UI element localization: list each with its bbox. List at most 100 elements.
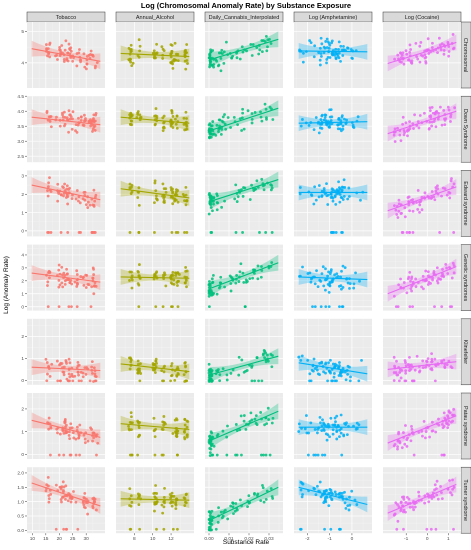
data-point (410, 425, 413, 428)
data-point (346, 281, 350, 285)
data-point (257, 379, 260, 383)
data-point (60, 485, 64, 489)
data-point (306, 453, 310, 457)
data-point (171, 66, 175, 70)
panel-background (294, 318, 372, 385)
data-point (344, 423, 348, 426)
data-point (245, 49, 248, 53)
data-point (215, 292, 219, 296)
data-point (235, 429, 239, 432)
data-point (69, 422, 73, 426)
data-point (47, 115, 51, 119)
data-point (396, 445, 399, 449)
data-point (58, 283, 62, 287)
data-point (219, 69, 223, 73)
data-point (129, 421, 133, 424)
data-point (169, 122, 173, 126)
data-point (397, 505, 401, 509)
data-point (433, 112, 437, 115)
data-point (66, 51, 70, 55)
data-point (62, 194, 65, 198)
column-strip-label: Annual_Alcohol (136, 15, 174, 21)
data-point (249, 43, 253, 46)
data-point (450, 177, 453, 180)
trend-line (298, 50, 368, 53)
data-point (207, 294, 211, 298)
data-point (82, 283, 86, 287)
facet-panel (27, 467, 105, 534)
data-point (244, 427, 248, 431)
data-point (54, 483, 58, 487)
data-point (45, 43, 48, 46)
data-point (153, 496, 157, 500)
x-tick-label: -1 (328, 536, 333, 542)
data-point (185, 269, 189, 273)
data-point (414, 277, 418, 281)
data-point (209, 203, 213, 207)
trend-line (209, 179, 279, 203)
data-point (329, 270, 333, 273)
data-point (338, 200, 342, 204)
data-point (402, 431, 405, 434)
data-point (448, 479, 451, 482)
data-point (170, 111, 174, 115)
data-point (433, 305, 436, 309)
data-point (331, 53, 334, 57)
data-point (403, 359, 407, 362)
data-point (342, 44, 345, 48)
data-point (221, 115, 225, 119)
data-point (215, 192, 219, 196)
data-point (68, 437, 72, 441)
panel-background (383, 318, 461, 385)
trend-line (209, 38, 279, 61)
data-point (403, 206, 407, 210)
data-point (207, 289, 211, 293)
data-point (428, 120, 432, 124)
data-point (136, 453, 140, 457)
data-point (436, 497, 440, 501)
data-point (446, 426, 450, 430)
data-point (405, 231, 409, 234)
data-point (298, 186, 302, 189)
data-point (270, 231, 274, 234)
data-point (430, 46, 434, 49)
data-point (90, 231, 94, 234)
data-point (408, 270, 412, 274)
data-point (93, 231, 97, 234)
y-tick-label: 2.0 (17, 471, 24, 477)
x-tick-label: -2 (305, 536, 310, 542)
data-point (95, 61, 99, 64)
data-point (130, 64, 134, 68)
data-point (170, 491, 174, 495)
data-point (137, 203, 141, 207)
data-point (77, 51, 81, 55)
data-point (348, 282, 352, 286)
data-point (154, 365, 158, 368)
data-point (63, 420, 67, 424)
data-point (342, 178, 346, 182)
data-point (128, 122, 132, 126)
data-point (408, 43, 412, 47)
data-point (317, 131, 321, 135)
data-point (397, 432, 400, 436)
data-point (327, 125, 331, 128)
data-point (435, 279, 439, 283)
data-point (128, 367, 132, 371)
data-point (74, 437, 78, 441)
data-point (161, 57, 165, 60)
data-point (255, 494, 259, 498)
data-point (351, 57, 354, 60)
data-point (153, 453, 157, 457)
data-point (452, 264, 456, 268)
data-point (174, 507, 178, 511)
data-point (345, 118, 348, 122)
data-point (451, 487, 455, 491)
data-point (318, 126, 322, 130)
data-point (269, 42, 273, 45)
data-point (436, 184, 439, 188)
data-point (174, 503, 178, 507)
data-point (210, 442, 214, 446)
data-point (50, 362, 54, 366)
data-point (330, 115, 334, 119)
data-point (136, 359, 140, 363)
